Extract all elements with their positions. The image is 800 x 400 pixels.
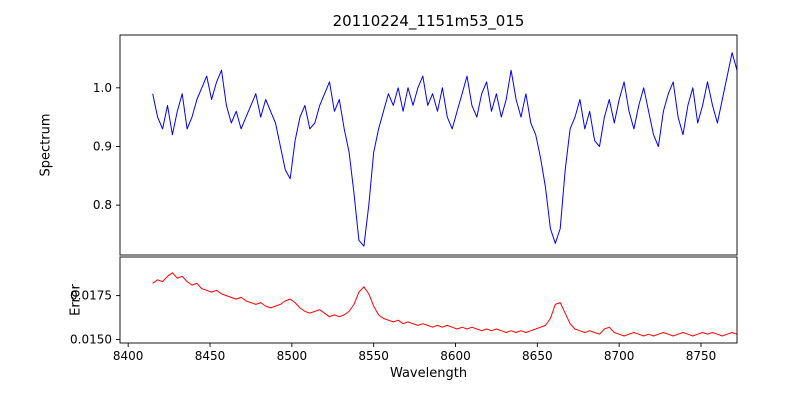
x-tick-label: 8500 (277, 349, 308, 363)
error-y-tick-label: 0.0150 (70, 332, 112, 346)
spectrum-y-tick-label: 0.8 (93, 198, 112, 212)
chart-title: 20110224_1151m53_015 (332, 12, 525, 30)
error-line (152, 272, 738, 337)
error-y-axis-label: Error (68, 284, 84, 316)
x-tick-label: 8650 (522, 349, 553, 363)
spectrum-line (152, 52, 738, 247)
x-tick-label: 8700 (604, 349, 635, 363)
x-tick-label: 8550 (358, 349, 389, 363)
spectrum-y-tick-label: 1.0 (93, 81, 112, 95)
x-tick-label: 8750 (686, 349, 717, 363)
x-tick-label: 8600 (440, 349, 471, 363)
spectrum-y-tick-label: 0.9 (93, 139, 112, 153)
error-axes-frame (119, 256, 738, 344)
spectrum-y-axis-label: Spectrum (38, 113, 54, 177)
spectrum-axes-frame (119, 34, 738, 256)
x-axis-label: Wavelength (389, 366, 468, 381)
x-tick-label: 8400 (113, 349, 144, 363)
x-tick-label: 8450 (195, 349, 226, 363)
error-y-tick-label: 0.0175 (70, 289, 112, 303)
